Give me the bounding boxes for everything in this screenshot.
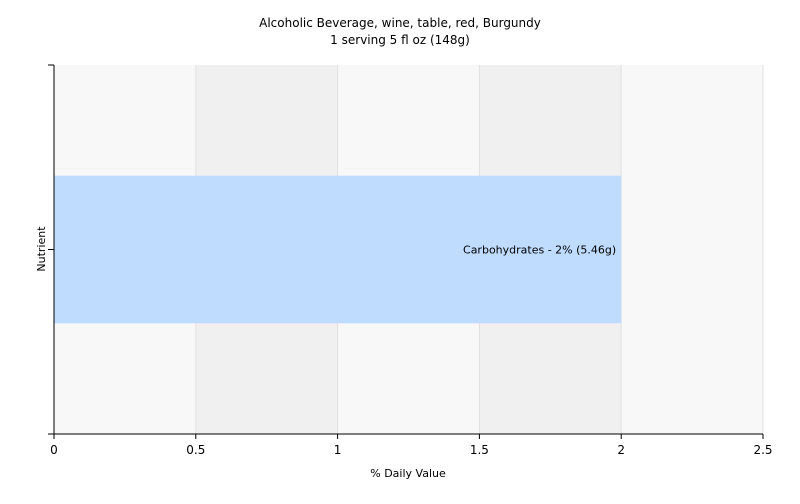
chart-title: Alcoholic Beverage, wine, table, red, Bu… [259, 16, 541, 30]
y-axis-label: Nutrient [35, 226, 48, 272]
bar-carbohydrates [54, 175, 622, 324]
x-tick-label-5: 2.5 [753, 443, 772, 457]
bars [54, 175, 622, 324]
x-tick-label-0: 0 [50, 443, 58, 457]
x-axis-ticks: 0 0.5 1 1.5 2 2.5 [50, 434, 773, 457]
bar-labels: Carbohydrates - 2% (5.46g) [463, 244, 616, 257]
x-tick-label-4: 2 [617, 443, 625, 457]
plot-band-4 [621, 65, 763, 434]
x-tick-label-2: 1 [334, 443, 342, 457]
chart-subtitle: 1 serving 5 fl oz (148g) [330, 33, 470, 47]
x-tick-label-3: 1.5 [470, 443, 489, 457]
x-axis-label: % Daily Value [370, 467, 446, 480]
x-tick-label-1: 0.5 [186, 443, 205, 457]
bar-label-carbohydrates: Carbohydrates - 2% (5.46g) [463, 244, 616, 257]
